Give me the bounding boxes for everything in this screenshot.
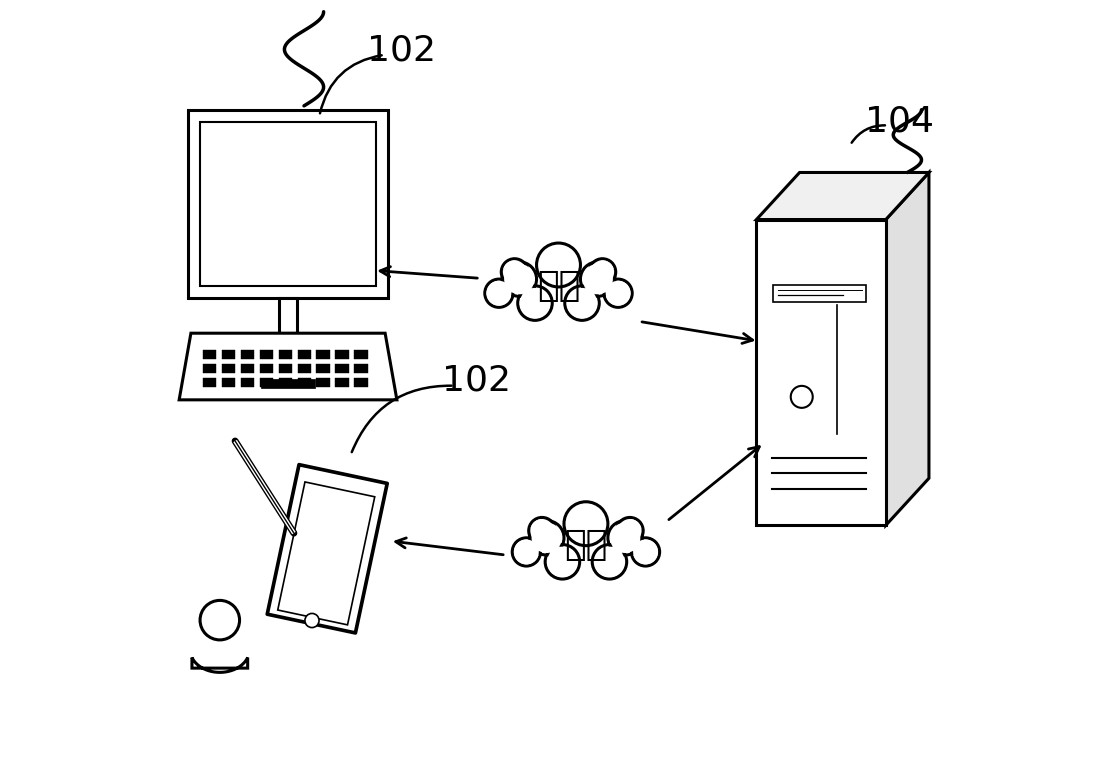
Circle shape bbox=[536, 243, 581, 287]
Circle shape bbox=[487, 281, 512, 306]
Bar bbox=[202, 350, 217, 359]
Circle shape bbox=[633, 539, 658, 564]
Circle shape bbox=[547, 546, 577, 577]
Bar bbox=[260, 379, 315, 388]
Circle shape bbox=[513, 538, 541, 566]
Bar bbox=[202, 378, 217, 387]
Bar bbox=[221, 378, 236, 387]
Circle shape bbox=[605, 281, 630, 306]
Circle shape bbox=[200, 601, 239, 640]
Bar bbox=[278, 350, 293, 359]
Polygon shape bbox=[179, 333, 397, 400]
Circle shape bbox=[564, 502, 608, 546]
Polygon shape bbox=[278, 482, 374, 625]
Circle shape bbox=[502, 262, 536, 296]
Text: 网络: 网络 bbox=[537, 269, 580, 303]
Bar bbox=[200, 122, 376, 286]
Circle shape bbox=[532, 523, 562, 553]
Bar bbox=[316, 364, 331, 372]
Bar bbox=[240, 350, 255, 359]
Circle shape bbox=[565, 286, 599, 321]
Bar bbox=[756, 220, 886, 525]
Bar bbox=[335, 350, 350, 359]
Circle shape bbox=[604, 279, 632, 307]
Bar bbox=[316, 378, 331, 387]
Bar bbox=[188, 110, 388, 298]
Bar bbox=[297, 350, 312, 359]
Circle shape bbox=[504, 264, 534, 294]
Circle shape bbox=[617, 517, 643, 544]
Circle shape bbox=[529, 521, 564, 555]
Bar bbox=[297, 378, 312, 387]
Bar bbox=[354, 378, 369, 387]
Polygon shape bbox=[886, 172, 929, 525]
Bar bbox=[240, 364, 255, 372]
Circle shape bbox=[566, 288, 598, 318]
Text: 102: 102 bbox=[441, 363, 510, 397]
Circle shape bbox=[610, 523, 640, 553]
Circle shape bbox=[502, 259, 528, 285]
Circle shape bbox=[485, 279, 513, 307]
Circle shape bbox=[514, 539, 538, 564]
Circle shape bbox=[566, 504, 605, 543]
Bar bbox=[221, 364, 236, 372]
Circle shape bbox=[583, 264, 613, 294]
Polygon shape bbox=[756, 172, 929, 220]
Circle shape bbox=[618, 519, 641, 543]
Circle shape bbox=[791, 386, 813, 408]
Bar bbox=[259, 364, 274, 372]
Text: 104: 104 bbox=[865, 104, 934, 139]
Circle shape bbox=[531, 519, 554, 543]
Bar bbox=[773, 285, 867, 302]
Bar bbox=[335, 364, 350, 372]
Text: 102: 102 bbox=[367, 34, 437, 68]
Circle shape bbox=[503, 260, 526, 284]
Bar bbox=[297, 364, 312, 372]
Circle shape bbox=[592, 545, 627, 579]
Bar bbox=[279, 298, 297, 333]
Circle shape bbox=[591, 260, 614, 284]
Circle shape bbox=[581, 262, 615, 296]
Circle shape bbox=[528, 517, 555, 544]
Bar bbox=[221, 350, 236, 359]
Polygon shape bbox=[192, 658, 248, 673]
Circle shape bbox=[545, 545, 580, 579]
Bar bbox=[316, 350, 331, 359]
Circle shape bbox=[305, 613, 319, 627]
Text: 网络: 网络 bbox=[564, 528, 608, 562]
Circle shape bbox=[519, 288, 551, 318]
Circle shape bbox=[540, 245, 577, 285]
Bar bbox=[240, 378, 255, 387]
Circle shape bbox=[608, 521, 642, 555]
Bar bbox=[259, 378, 274, 387]
Circle shape bbox=[589, 259, 615, 285]
Bar bbox=[354, 364, 369, 372]
Polygon shape bbox=[267, 465, 388, 633]
Bar bbox=[259, 350, 274, 359]
Bar bbox=[278, 378, 293, 387]
Bar bbox=[278, 364, 293, 372]
Bar bbox=[202, 364, 217, 372]
Circle shape bbox=[631, 538, 660, 566]
Circle shape bbox=[518, 286, 552, 321]
Bar bbox=[335, 378, 350, 387]
Circle shape bbox=[594, 546, 624, 577]
Bar bbox=[354, 350, 369, 359]
